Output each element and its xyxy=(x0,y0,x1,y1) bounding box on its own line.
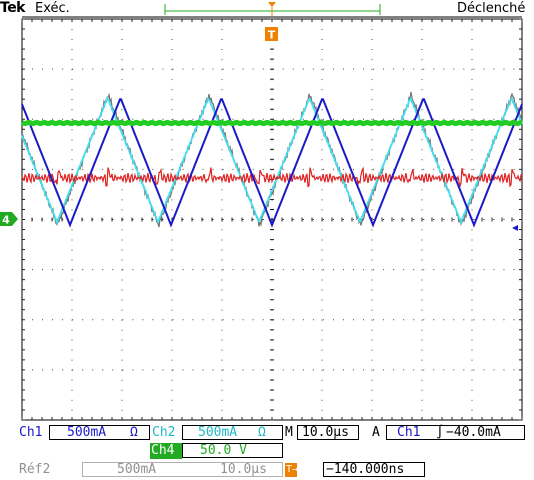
ch1-scale-box[interactable] xyxy=(49,425,150,440)
ch1-trace xyxy=(21,98,523,228)
graticule xyxy=(21,18,523,421)
trigger-mode: A xyxy=(372,425,380,440)
ch1-scale: 500mA xyxy=(67,425,107,440)
svg-text:4: 4 xyxy=(2,214,10,227)
timebase-label: M xyxy=(285,425,293,440)
trigger-status: Déclenché xyxy=(457,1,526,16)
ch2-scale-box[interactable] xyxy=(182,425,283,440)
trigger-source: Ch1 xyxy=(397,425,421,440)
ch2-trace xyxy=(21,96,523,226)
trigger-position-icon xyxy=(285,463,297,477)
svg-text:T: T xyxy=(268,29,276,42)
timebase-value: 10.0µs xyxy=(302,425,349,440)
trigger-position-box[interactable] xyxy=(323,462,425,477)
trigger-position: −140.000ns xyxy=(326,462,405,477)
trigger-box[interactable] xyxy=(386,425,525,440)
ch4-label-bg[interactable] xyxy=(150,443,182,459)
acquisition-state: Exéc. xyxy=(35,1,70,16)
ref2-time: 10.0µs xyxy=(220,462,267,477)
ch1-unit: Ω xyxy=(130,425,138,440)
ref2-label[interactable]: Réf2 xyxy=(19,462,51,477)
trigger-level: −40.0mA xyxy=(446,425,501,440)
ch1-label[interactable]: Ch1 xyxy=(19,425,43,440)
ch2-unit: Ω xyxy=(258,425,266,440)
trigger-position-icon-glyph: T→▾ xyxy=(286,464,305,475)
ch4-scale: 50.0 V xyxy=(200,443,247,458)
ref2-box[interactable] xyxy=(82,462,283,477)
status-bar: Tek Exéc. Déclenché xyxy=(0,0,534,18)
ch4-trace xyxy=(20,119,523,127)
ref2-scale: 500mA xyxy=(117,462,157,477)
ch2-label[interactable]: Ch2 xyxy=(152,425,176,440)
brand-logo: Tek xyxy=(0,0,26,16)
ch3-trace xyxy=(21,166,523,189)
trigger-marker-icon[interactable]: T xyxy=(265,27,278,42)
waveform-display[interactable]: T 4 xyxy=(0,0,534,440)
timebase-box[interactable] xyxy=(297,425,359,440)
channel-4-ground-icon[interactable]: 4 xyxy=(0,212,18,227)
ch1-level-arrow-icon xyxy=(512,225,518,231)
record-position-bar xyxy=(22,2,522,18)
ch4-label: Ch4 xyxy=(151,443,175,458)
waveforms xyxy=(20,91,523,228)
rising-edge-icon: ∫ xyxy=(436,425,444,440)
ch2-scale: 500mA xyxy=(198,425,238,440)
readout-panel: Ch1 500mA Ω Ch2 500mA Ω M 10.0µs A Ch1 ∫… xyxy=(0,422,534,480)
ch4-scale-box[interactable] xyxy=(182,443,283,458)
